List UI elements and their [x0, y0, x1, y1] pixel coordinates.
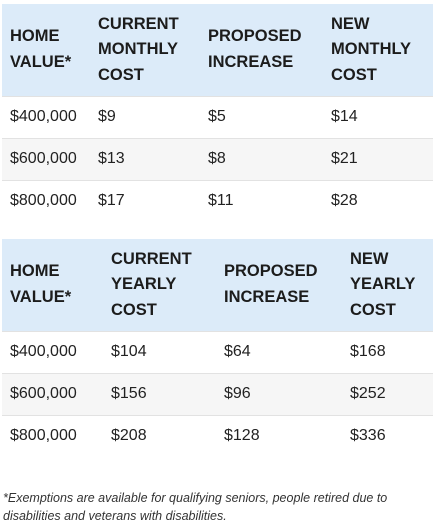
- table-row: $600,000 $156 $96 $252: [2, 372, 433, 415]
- header-line: YEARLY: [111, 275, 177, 293]
- header-line: COST: [111, 300, 157, 319]
- cell-current-cost: $156: [103, 372, 216, 415]
- header-line: VALUE*: [10, 287, 72, 306]
- header-line: YEARLY: [350, 275, 416, 293]
- header-line: VALUE*: [10, 52, 72, 71]
- table-row: $600,000 $13 $8 $21: [2, 137, 433, 180]
- cell-new-cost: $21: [323, 137, 433, 180]
- cell-home-value: $400,000: [2, 330, 103, 373]
- header-line: PROPOSED: [224, 262, 318, 281]
- header-line: NEW: [331, 14, 370, 33]
- table-row: $800,000 $208 $128 $336: [2, 414, 433, 457]
- header-home-value: HOME VALUE*: [2, 4, 90, 96]
- cell-home-value: $600,000: [2, 137, 90, 180]
- cell-current-cost: $17: [90, 179, 200, 222]
- header-line: CURRENT: [98, 14, 179, 33]
- cell-current-cost: $208: [103, 414, 216, 457]
- header-line: CURRENT: [111, 249, 192, 268]
- header-line: MONTHLY: [331, 40, 412, 58]
- cell-proposed-increase: $96: [216, 372, 342, 415]
- cell-current-cost: $13: [90, 137, 200, 180]
- cell-home-value: $800,000: [2, 414, 103, 457]
- header-line: PROPOSED: [208, 27, 302, 46]
- cell-current-cost: $9: [90, 95, 200, 138]
- header-current-monthly-cost: CURRENT MONTHLY COST: [90, 4, 200, 96]
- table-row: $400,000 $104 $64 $168: [2, 330, 433, 373]
- table-header-row: HOME VALUE* CURRENT YEARLY COST PROPOSED…: [2, 239, 433, 331]
- cell-current-cost: $104: [103, 330, 216, 373]
- header-line: MONTHLY: [98, 40, 179, 58]
- header-home-value: HOME VALUE*: [2, 239, 103, 331]
- cell-home-value: $400,000: [2, 95, 90, 138]
- cell-proposed-increase: $11: [200, 179, 323, 222]
- exemptions-footnote: *Exemptions are available for qualifying…: [3, 490, 388, 523]
- header-line: INCREASE: [224, 287, 310, 306]
- monthly-cost-table: HOME VALUE* CURRENT MONTHLY COST PROPOSE…: [2, 4, 433, 222]
- header-line: INCREASE: [208, 52, 294, 71]
- cell-proposed-increase: $5: [200, 95, 323, 138]
- cell-proposed-increase: $8: [200, 137, 323, 180]
- cell-new-cost: $14: [323, 95, 433, 138]
- cell-home-value: $800,000: [2, 179, 90, 222]
- header-line: COST: [98, 65, 144, 84]
- header-line: NEW: [350, 249, 389, 268]
- header-new-monthly-cost: NEW MONTHLY COST: [323, 4, 433, 96]
- header-proposed-increase: PROPOSED INCREASE: [216, 239, 342, 331]
- cell-proposed-increase: $128: [216, 414, 342, 457]
- table-row: $800,000 $17 $11 $28: [2, 179, 433, 222]
- header-line: COST: [350, 300, 396, 319]
- header-line: COST: [331, 65, 377, 84]
- cell-new-cost: $336: [342, 414, 433, 457]
- table-row: $400,000 $9 $5 $14: [2, 95, 433, 138]
- table-header-row: HOME VALUE* CURRENT MONTHLY COST PROPOSE…: [2, 4, 433, 96]
- header-new-yearly-cost: NEW YEARLY COST: [342, 239, 433, 331]
- header-line: HOME: [10, 27, 60, 46]
- cell-new-cost: $168: [342, 330, 433, 373]
- cell-proposed-increase: $64: [216, 330, 342, 373]
- header-proposed-increase: PROPOSED INCREASE: [200, 4, 323, 96]
- cell-new-cost: $252: [342, 372, 433, 415]
- yearly-cost-table: HOME VALUE* CURRENT YEARLY COST PROPOSED…: [2, 239, 433, 457]
- cell-home-value: $600,000: [2, 372, 103, 415]
- cell-new-cost: $28: [323, 179, 433, 222]
- header-current-yearly-cost: CURRENT YEARLY COST: [103, 239, 216, 331]
- header-line: HOME: [10, 262, 60, 281]
